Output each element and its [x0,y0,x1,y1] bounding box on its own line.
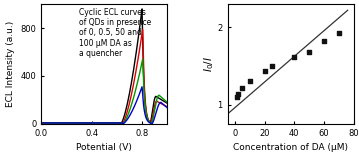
Text: Cyclic ECL curves
of QDs in presence
of 0, 0.5, 50 and
100 μM DA as
a quencher: Cyclic ECL curves of QDs in presence of … [79,8,151,58]
Point [269,65,275,67]
Y-axis label: ECL Intensity (a.u.): ECL Intensity (a.u.) [6,21,15,107]
Point [336,31,342,34]
Point [239,86,245,89]
Point [234,96,239,98]
Point [247,80,253,83]
Point [306,51,312,53]
X-axis label: Concentration of DA (μM): Concentration of DA (μM) [233,143,348,152]
Point [292,55,297,58]
Point [235,93,241,95]
Point [321,40,327,42]
X-axis label: Potential (V): Potential (V) [76,143,132,152]
Point [262,69,267,72]
Y-axis label: $I_0/I$: $I_0/I$ [202,56,216,72]
